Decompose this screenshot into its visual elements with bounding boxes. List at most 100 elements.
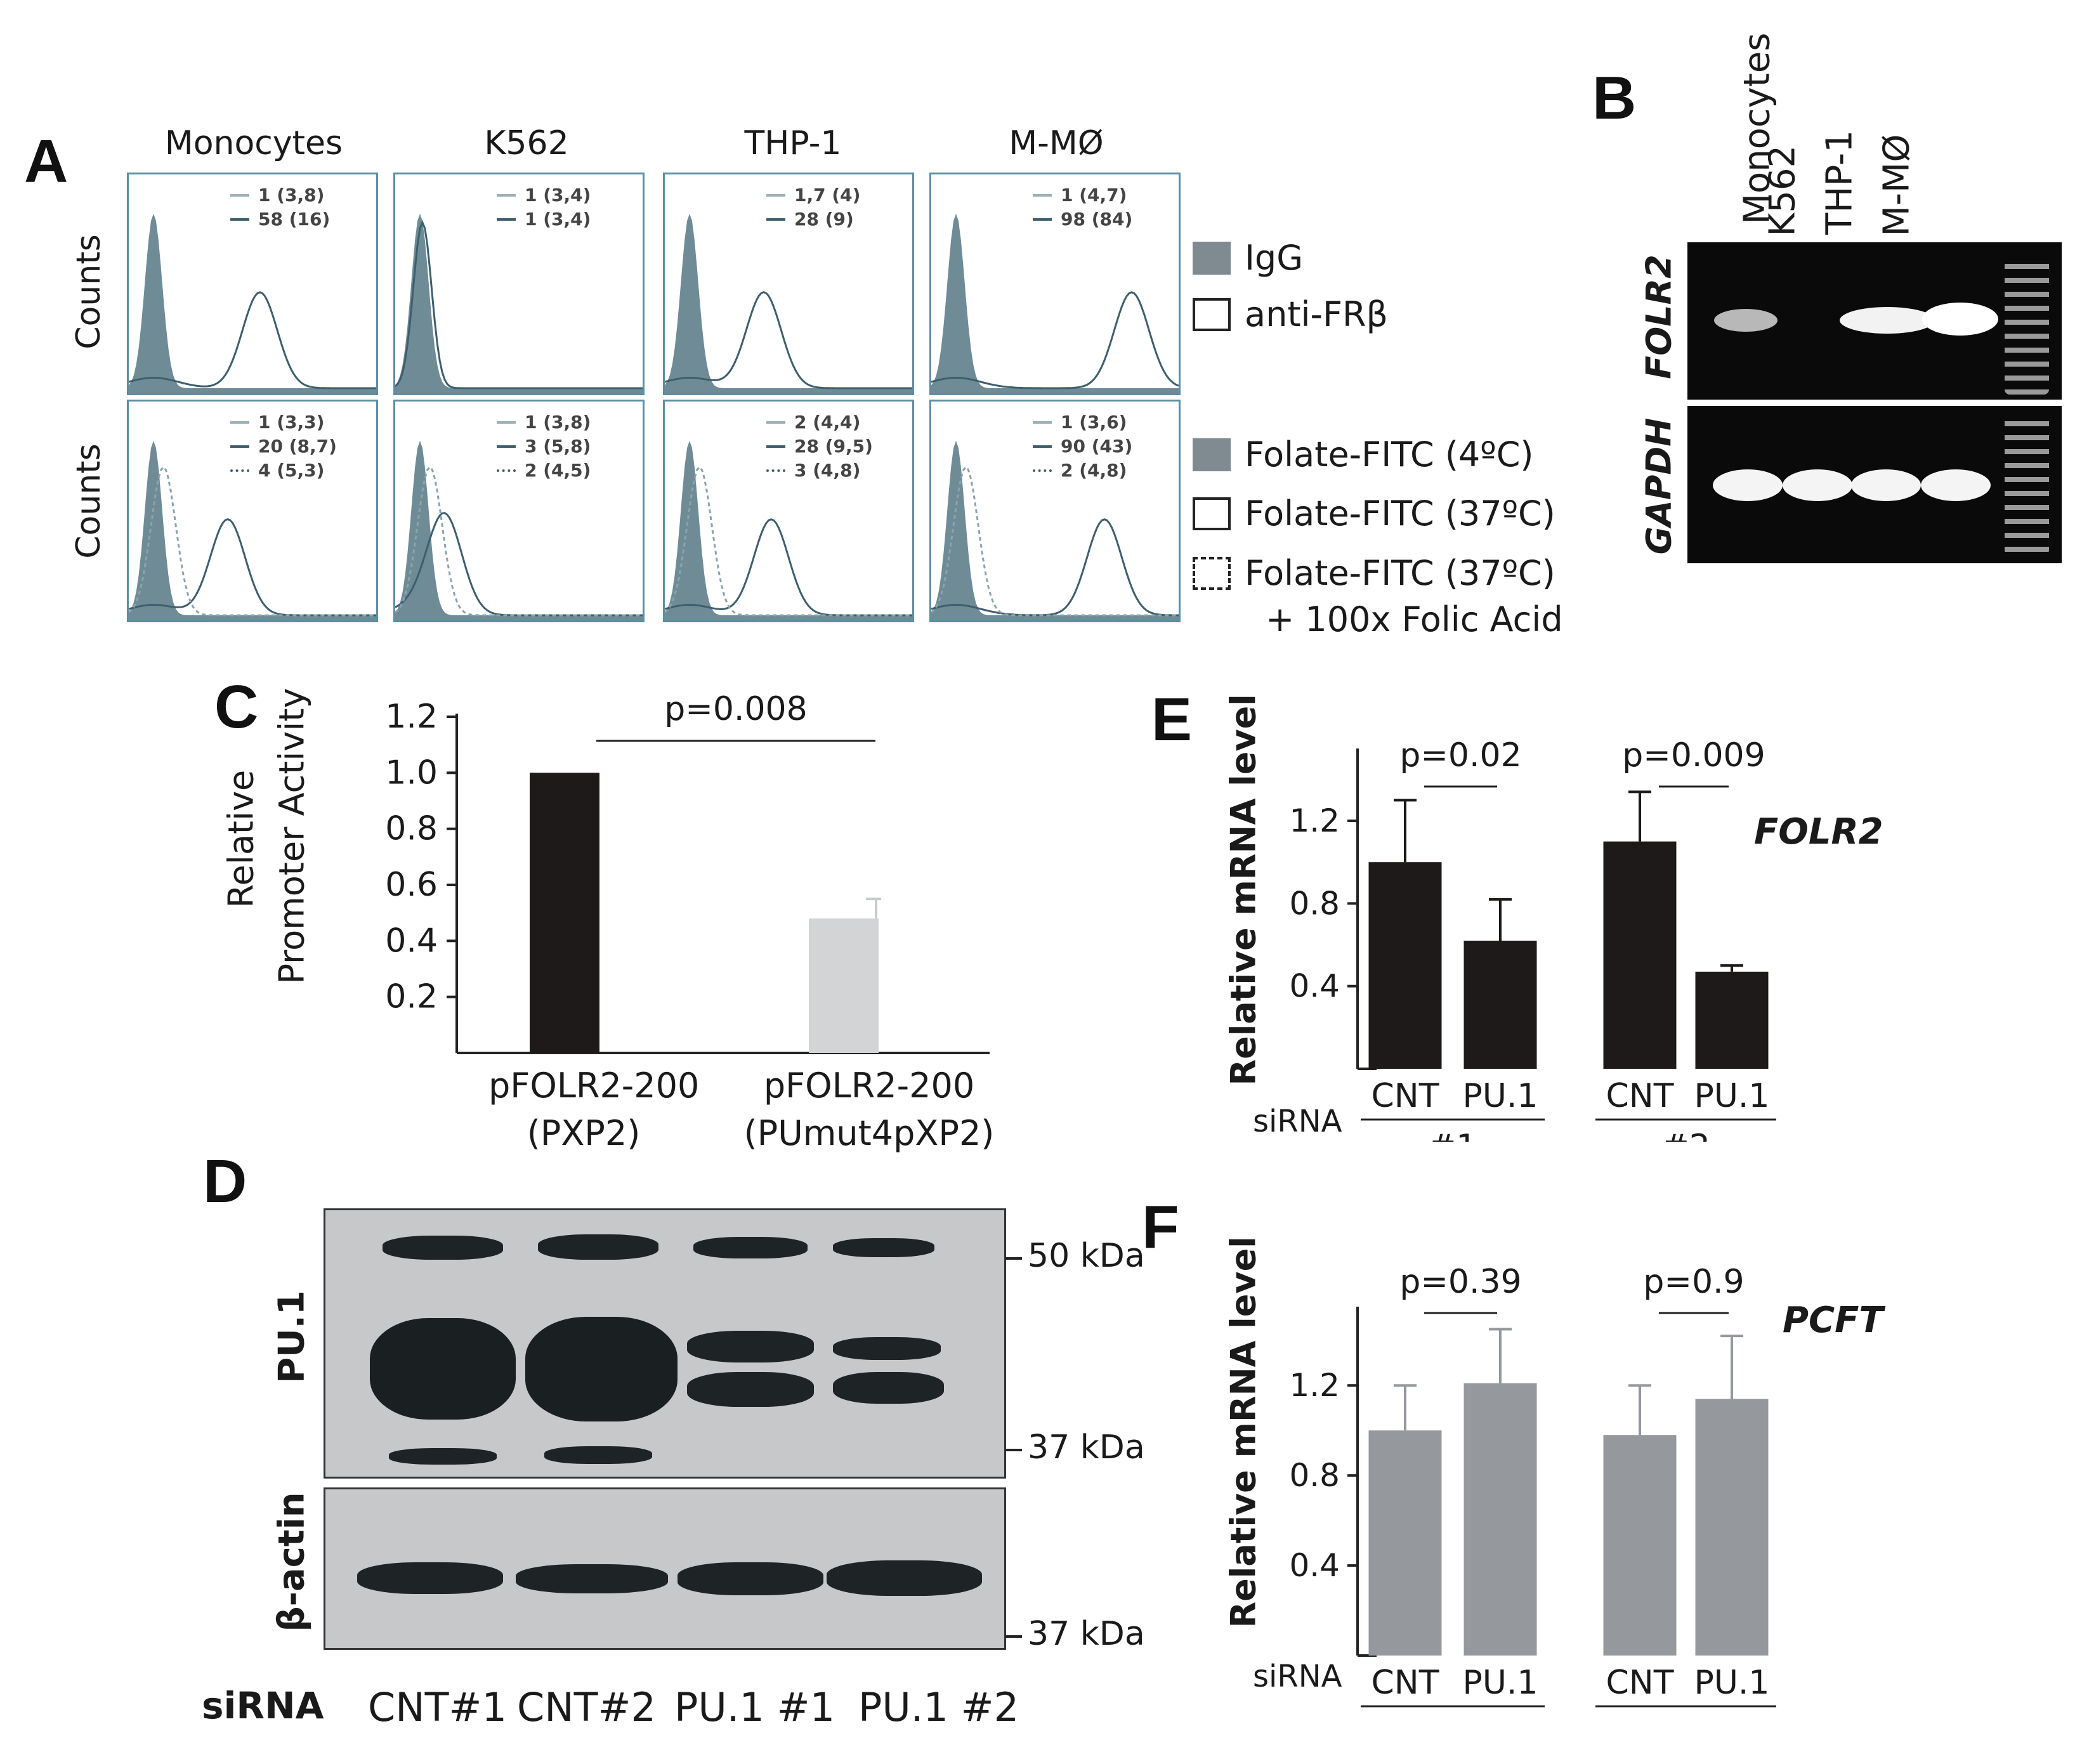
stain-curve (931, 291, 1179, 389)
flow-value-text: 1 (4,7) (1061, 185, 1127, 206)
flow-svg-1-1 (129, 214, 376, 393)
folic-acid-dashed-curve (129, 465, 376, 617)
flow-value-marker (497, 218, 516, 221)
pvalue-label: p=0.9 (1643, 1263, 1744, 1301)
gene-label: FOLR2 (1754, 811, 1883, 853)
flow-value-text: 58 (16) (258, 209, 331, 230)
gel-folr2 (1687, 242, 2062, 400)
flow-value-line: 1 (3,4) (497, 183, 591, 207)
lane-mmo: M-MØ (1876, 134, 1918, 237)
flow-value-text: 1 (3,6) (1061, 412, 1127, 433)
stain-curve (395, 219, 643, 389)
blot-band-pu1-main-4a (833, 1337, 941, 1360)
flow-histogram-antibody-4: 1 (4,7) 98 (84) (929, 173, 1181, 395)
lane-thp1: THP-1 (1819, 130, 1861, 235)
panel-c-ylabel-line1: Relative (221, 769, 261, 908)
key-folate-37c-swatch (1193, 497, 1231, 530)
gel-band-mmo-folr2 (1922, 303, 1998, 336)
panel-a-label: A (24, 127, 69, 195)
bar (1695, 1399, 1769, 1656)
blot-band-actin-2 (516, 1564, 668, 1593)
panel-f-label: F (1142, 1193, 1179, 1261)
flow-value-line: 90 (43) (1033, 434, 1132, 459)
stain-curve (665, 291, 912, 389)
flow-value-text: 4 (5,3) (258, 460, 325, 481)
key-igg-label: IgG (1245, 238, 1304, 278)
flow-value-text: 1 (3,8) (525, 412, 591, 433)
flow-value-text: 1 (3,4) (525, 209, 591, 230)
gel-band-monocytes-folr2 (1714, 309, 1778, 332)
lane-k562: K562 (1762, 145, 1804, 237)
flow-histogram-folate-1: 1 (3,3) 20 (8,7) 4 (5,3) (127, 400, 378, 622)
gel-row-label-gapdh: GAPDH (1639, 417, 1679, 555)
flow-histogram-folate-4: 1 (3,6) 90 (43) 2 (4,8) (929, 400, 1181, 622)
ytick-label: 0.8 (385, 810, 438, 848)
flow-svg-1-2 (395, 214, 643, 393)
category-label: PU.1 (1694, 1664, 1769, 1702)
panel-e-sirna-label: siRNA (1253, 1104, 1342, 1139)
gel-gapdh (1687, 406, 2062, 563)
ytick-label: 0.8 (1289, 1457, 1340, 1494)
bar (530, 773, 599, 1053)
folic-acid-dashed-curve (395, 465, 643, 617)
flow-value-marker (1033, 445, 1052, 448)
flow-value-marker (766, 421, 785, 424)
flow-svg-1-4 (931, 214, 1179, 393)
flow-values-2-4: 1 (3,6) 90 (43) 2 (4,8) (1033, 410, 1132, 483)
flow-histogram-folate-3: 2 (4,4) 28 (9,5) 3 (4,8) (663, 400, 914, 622)
blot-row-pu1: PU.1 (271, 1290, 313, 1383)
flow-value-line: 1 (3,3) (230, 410, 337, 434)
flow-value-marker (766, 445, 785, 448)
flow-svg-2-4 (931, 441, 1179, 620)
flow-value-line: 28 (9) (766, 207, 860, 232)
marker-tick-37b (1005, 1635, 1022, 1638)
flow-value-marker (766, 469, 785, 472)
bar (1603, 1435, 1677, 1656)
stain-curve (129, 291, 376, 389)
folic-acid-dashed-curve (665, 465, 912, 617)
flow-svg-1-3 (665, 214, 912, 393)
panel-a-header-mmo: M-MØ (1009, 124, 1104, 162)
category-label: PU.1 (1462, 1077, 1538, 1115)
blot-band-pu1-main-4b (833, 1372, 944, 1404)
flow-value-line: 3 (4,8) (766, 459, 873, 483)
flow-value-marker (766, 218, 785, 221)
flow-values-2-1: 1 (3,3) 20 (8,7) 4 (5,3) (230, 410, 337, 483)
flow-values-2-3: 2 (4,4) 28 (9,5) 3 (4,8) (766, 410, 873, 483)
marker-50kda: 50 kDa (1028, 1237, 1145, 1275)
gel-ladder-folr2 (2005, 255, 2049, 395)
chart-c: 0.2 0.4 0.6 0.8 1.0 1.2 p=0.008 (385, 690, 990, 1054)
flow-histogram-antibody-3: 1,7 (4) 28 (9) (663, 173, 914, 395)
lane-cnt1: CNT#1 (368, 1684, 507, 1730)
category-label: CNT (1606, 1664, 1674, 1702)
bar (1695, 971, 1769, 1069)
flow-value-line: 4 (5,3) (230, 459, 337, 483)
lane-cnt2: CNT#2 (517, 1684, 656, 1730)
panel-b-label: B (1592, 64, 1637, 132)
isotype-filled-curve (129, 441, 376, 620)
flow-value-marker (497, 445, 516, 448)
gel-row-label-folr2: FOLR2 (1639, 254, 1679, 379)
key-anti-frb-label: anti-FRβ (1245, 294, 1389, 334)
flow-value-text: 1 (3,3) (258, 412, 325, 433)
key-folate-37c-fa-swatch (1193, 556, 1231, 590)
panel-f-sirna-label: siRNA (1253, 1659, 1342, 1694)
flow-values-1-3: 1,7 (4) 28 (9) (766, 183, 860, 232)
blot-row-actin: β-actin (271, 1492, 313, 1632)
stain-curve (931, 518, 1179, 617)
flow-value-line: 1,7 (4) (766, 183, 860, 207)
ytick-label: 0.4 (385, 922, 438, 960)
flow-value-marker (1033, 194, 1052, 197)
key-folate-37c-fa: Folate-FITC (37ºC) (1193, 553, 1555, 593)
panel-c-cat1-line1: pFOLR2-200 (488, 1066, 700, 1106)
flow-value-text: 90 (43) (1061, 436, 1133, 457)
panel-e-ylabel: Relative mRNA level (1223, 694, 1264, 1086)
flow-value-marker (1033, 218, 1052, 221)
blot-band-pu1-upper-1 (383, 1236, 503, 1260)
isotype-filled-curve (395, 441, 643, 620)
flow-value-marker (766, 194, 785, 197)
marker-tick-37a (1005, 1449, 1022, 1451)
panel-d-sirna-label: siRNA (202, 1684, 324, 1727)
bar (1603, 841, 1677, 1069)
panel-c-label: C (214, 673, 259, 741)
